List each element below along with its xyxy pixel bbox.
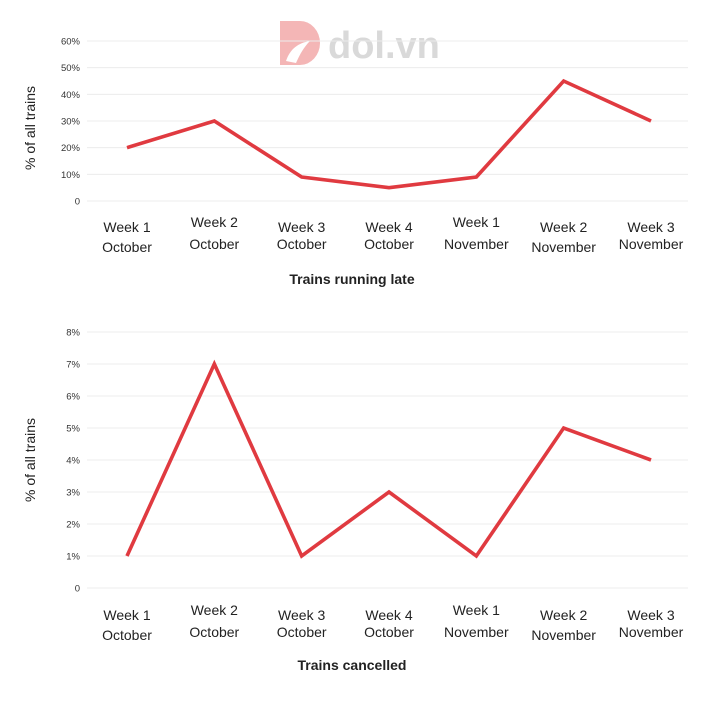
x-tick-label: Week 1 October <box>102 219 152 255</box>
watermark-text: dol.vn <box>328 25 440 67</box>
chart-title: Trains cancelled <box>298 657 407 673</box>
series-line <box>126 78 652 190</box>
y-tick-label: 50% <box>61 63 81 74</box>
y-tick-label: 0 <box>75 197 80 208</box>
chart-trains-running-late: 0 10% 20% 30% 40% 50% 60% % of all trains Week 1… <box>22 37 688 287</box>
x-tick-label: Week 3 November <box>619 219 684 252</box>
y-tick-label: 8% <box>66 328 80 339</box>
x-tick-label: Week 1 November <box>444 214 509 252</box>
y-tick-label: 40% <box>61 90 81 101</box>
y-tick-label: 20% <box>61 143 81 154</box>
chart-title: Trains running late <box>289 271 414 287</box>
watermark: dol.vn <box>280 21 440 67</box>
x-tick-label: Week 3 October <box>277 219 327 252</box>
x-tick-label: Week 2 October <box>189 602 239 640</box>
x-tick-label: Week 4 October <box>364 219 414 252</box>
series-line <box>125 359 652 559</box>
y-axis-label: % of all trains <box>22 418 38 502</box>
y-tick-label: 5% <box>66 424 80 435</box>
y-tick-label: 3% <box>66 488 80 499</box>
y-tick-label: 10% <box>61 170 81 181</box>
x-tick-label: Week 1 October <box>102 607 152 643</box>
y-tick-label: 6% <box>66 392 80 403</box>
y-tick-label: 2% <box>66 520 80 531</box>
x-tick-label: Week 4 October <box>364 607 414 640</box>
x-tick-label: Week 3 October <box>277 607 327 640</box>
x-tick-label: Week 1 November <box>444 602 509 640</box>
x-tick-label: Week 2 November <box>531 607 596 643</box>
y-axis-label: % of all trains <box>22 86 38 170</box>
chart-trains-cancelled: 0 1% 2% 3% 4% 5% 6% 7% 8% % of all trains Week 1 Oc… <box>22 328 688 673</box>
x-tick-label: Week 3 November <box>619 607 684 640</box>
x-tick-label: Week 2 October <box>189 214 239 252</box>
y-tick-label: 7% <box>66 360 80 371</box>
x-tick-label: Week 2 November <box>531 219 596 255</box>
y-tick-label: 0 <box>75 584 80 595</box>
y-tick-label: 1% <box>66 552 80 563</box>
y-tick-label: 4% <box>66 456 80 467</box>
y-tick-label: 30% <box>61 117 81 128</box>
dol-logo-icon <box>280 21 320 65</box>
y-tick-label: 60% <box>61 37 81 48</box>
